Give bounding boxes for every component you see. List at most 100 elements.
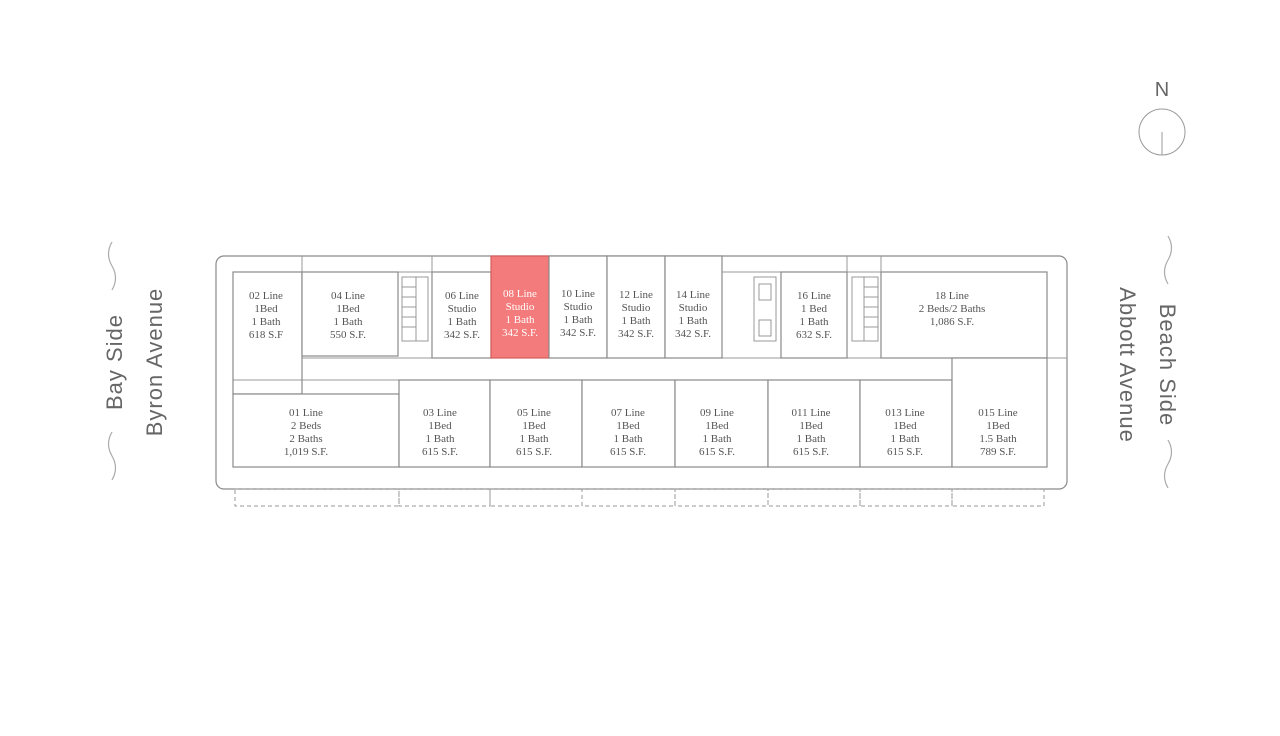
unit-015-line[interactable]: 015 Line 1Bed 1.5 Bath 789 S.F. [951, 357, 1048, 468]
unit-beds: 1Bed [893, 420, 917, 432]
unit-baths: 1 Bath [333, 316, 363, 328]
unit-05-line[interactable]: 05 Line 1Bed 1 Bath 615 S.F. [489, 379, 583, 468]
unit-area: 632 S.F. [796, 329, 832, 341]
unit-baths: 2 Baths [289, 433, 322, 445]
wave-icon [107, 431, 117, 481]
stair-right [851, 276, 879, 342]
north-label: N [1155, 79, 1169, 101]
unit-beds: 1Bed [336, 303, 360, 315]
unit-baths: 1 Bath [796, 433, 826, 445]
unit-area: 342 S.F. [444, 329, 480, 341]
unit-baths: 1 Bath [519, 433, 549, 445]
unit-beds: 1Bed [522, 420, 546, 432]
unit-label: 18 Line [935, 290, 969, 302]
unit-label: 011 Line [792, 407, 831, 419]
unit-label: 12 Line [619, 289, 653, 301]
unit-baths: 1 Bath [621, 315, 651, 327]
unit-area: 615 S.F. [422, 446, 458, 458]
unit-label: 013 Line [885, 407, 925, 419]
beach-side-label: Beach Side [1155, 304, 1180, 427]
unit-label: 07 Line [611, 407, 645, 419]
unit-12-line[interactable]: 12 Line Studio 1 Bath 342 S.F. [606, 255, 666, 359]
unit-baths: 1 Bath [702, 433, 732, 445]
unit-area: 342 S.F. [502, 327, 538, 339]
unit-area: 615 S.F. [699, 446, 735, 458]
unit-beds: Studio [622, 302, 651, 314]
balconies [234, 488, 1045, 507]
unit-07-line[interactable]: 07 Line 1Bed 1 Bath 615 S.F. [581, 379, 676, 468]
unit-10-line[interactable]: 10 Line Studio 1 Bath 342 S.F. [548, 255, 608, 359]
unit-label: 14 Line [676, 289, 710, 301]
unit-013-line[interactable]: 013 Line 1Bed 1 Bath 615 S.F. [859, 379, 953, 468]
bay-side-label: Bay Side [102, 314, 127, 410]
unit-baths: 1 Bath [613, 433, 643, 445]
left-side-labels: Bay Side Byron Avenue [102, 241, 167, 481]
unit-beds: Studio [506, 301, 535, 313]
unit-01-line[interactable]: 01 Line 2 Beds 2 Baths 1,019 S.F. [232, 393, 400, 468]
unit-beds: 2 Beds/2 Baths [919, 303, 986, 315]
unit-area: 342 S.F. [560, 327, 596, 339]
unit-area: 618 S.F [249, 329, 283, 341]
unit-02-line[interactable]: 02 Line 1Bed 1 Bath 618 S.F [232, 271, 303, 395]
wave-icon [107, 241, 117, 291]
unit-area: 615 S.F. [610, 446, 646, 458]
unit-beds: Studio [679, 302, 708, 314]
unit-beds: Studio [448, 303, 477, 315]
unit-baths: 1 Bath [447, 316, 477, 328]
unit-label: 02 Line [249, 290, 283, 302]
unit-area: 550 S.F. [330, 329, 366, 341]
unit-baths: 1 Bath [505, 314, 535, 326]
unit-label: 05 Line [517, 407, 551, 419]
unit-beds: 1Bed [705, 420, 729, 432]
right-side-labels: Abbott Avenue Beach Side [1115, 235, 1180, 489]
unit-baths: 1 Bath [251, 316, 281, 328]
unit-03-line[interactable]: 03 Line 1Bed 1 Bath 615 S.F. [398, 379, 491, 468]
unit-18-line[interactable]: 18 Line 2 Beds/2 Baths 1,086 S.F. [880, 271, 1048, 359]
unit-beds: Studio [564, 301, 593, 313]
unit-14-line[interactable]: 14 Line Studio 1 Bath 342 S.F. [664, 255, 723, 359]
unit-011-line[interactable]: 011 Line 1Bed 1 Bath 615 S.F. [767, 379, 861, 468]
unit-label: 06 Line [445, 290, 479, 302]
unit-04-line[interactable]: 04 Line 1Bed 1 Bath 550 S.F. [301, 271, 399, 357]
unit-area: 615 S.F. [793, 446, 829, 458]
unit-baths: 1 Bath [799, 316, 829, 328]
unit-label: 01 Line [289, 407, 323, 419]
unit-beds: 1 Bed [801, 303, 827, 315]
unit-label: 04 Line [331, 290, 365, 302]
unit-label: 03 Line [423, 407, 457, 419]
unit-08-line[interactable]: 08 Line Studio 1 Bath 342 S.F. [490, 255, 550, 359]
north-compass: N [1138, 79, 1186, 156]
unit-beds: 1Bed [799, 420, 823, 432]
unit-area: 342 S.F. [618, 328, 654, 340]
unit-baths: 1.5 Bath [979, 433, 1017, 445]
unit-beds: 1Bed [254, 303, 278, 315]
unit-baths: 1 Bath [678, 315, 708, 327]
unit-09-line[interactable]: 09 Line 1Bed 1 Bath 615 S.F. [674, 379, 769, 468]
unit-label: 10 Line [561, 288, 595, 300]
abbott-avenue-label: Abbott Avenue [1115, 287, 1140, 443]
stair-left [401, 276, 429, 342]
unit-baths: 1 Bath [563, 314, 593, 326]
wave-icon [1163, 439, 1173, 489]
unit-label: 16 Line [797, 290, 831, 302]
wave-icon [1163, 235, 1173, 285]
unit-beds: 1Bed [616, 420, 640, 432]
elevator-core [753, 276, 777, 342]
unit-label: 08 Line [503, 288, 537, 300]
unit-label: 015 Line [978, 407, 1018, 419]
unit-baths: 1 Bath [890, 433, 920, 445]
unit-area: 615 S.F. [887, 446, 923, 458]
unit-label: 09 Line [700, 407, 734, 419]
unit-beds: 2 Beds [291, 420, 321, 432]
unit-area: 342 S.F. [675, 328, 711, 340]
byron-avenue-label: Byron Avenue [142, 288, 167, 437]
unit-baths: 1 Bath [425, 433, 455, 445]
unit-beds: 1Bed [428, 420, 452, 432]
unit-area: 1,086 S.F. [930, 316, 975, 328]
unit-area: 789 S.F. [980, 446, 1016, 458]
unit-16-line[interactable]: 16 Line 1 Bed 1 Bath 632 S.F. [780, 271, 848, 359]
unit-beds: 1Bed [986, 420, 1010, 432]
unit-06-line[interactable]: 06 Line Studio 1 Bath 342 S.F. [431, 271, 492, 359]
unit-area: 1,019 S.F. [284, 446, 329, 458]
